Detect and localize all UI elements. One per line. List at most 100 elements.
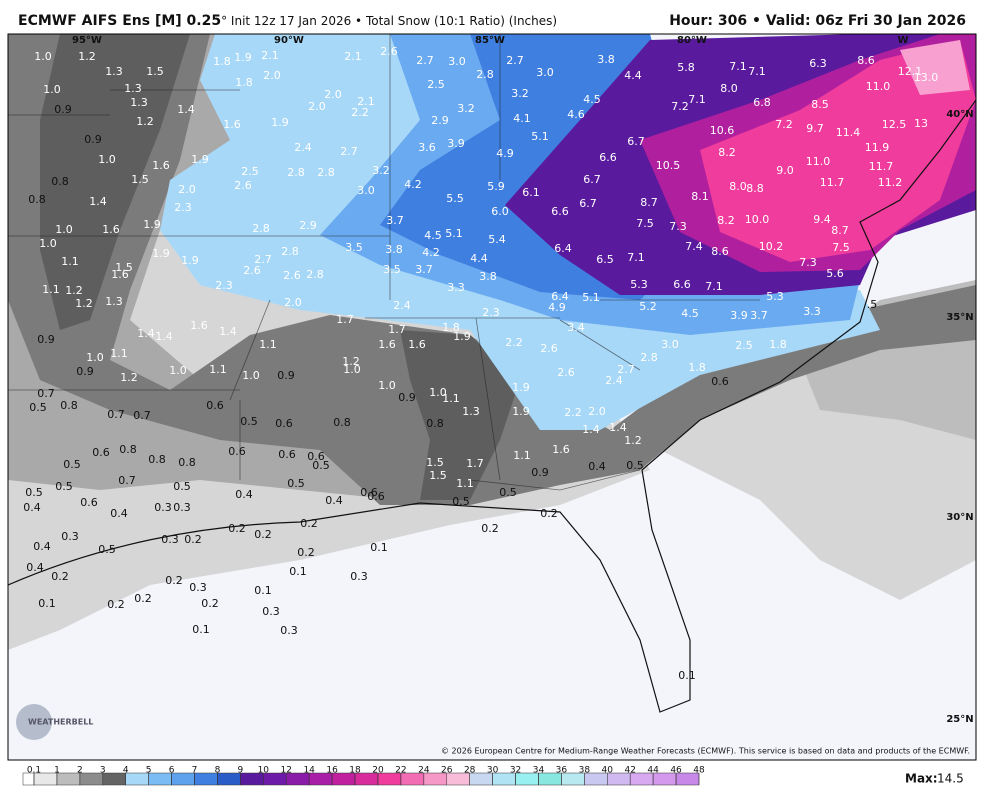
snow-amount-label: 0.5 — [173, 480, 191, 493]
colorbar-tick-label: 20 — [372, 766, 384, 776]
snow-amount-label: 1.2 — [75, 297, 93, 310]
valid-time: Hour: 306 • Valid: 06z Fri 30 Jan 2026 — [669, 13, 966, 29]
snow-amount-label: 0.2 — [254, 528, 272, 541]
colorbar-tick-label: 9 — [238, 766, 244, 776]
snow-amount-label: 1.8 — [213, 55, 231, 68]
snow-amount-label: 1.1 — [209, 363, 227, 376]
snow-amount-label: 0.9 — [84, 133, 102, 146]
snow-amount-label: 3.5 — [345, 241, 363, 254]
snow-amount-label: 0.6 — [80, 496, 98, 509]
state-borders — [8, 34, 760, 491]
snow-amount-label: 1.1 — [259, 338, 277, 351]
snow-amount-label: 0.2 — [201, 597, 219, 610]
snow-amount-label: 7.4 — [685, 240, 703, 253]
snow-amount-label: 0.1 — [38, 597, 56, 610]
snow-amount-label: 1.0 — [378, 379, 396, 392]
snow-amount-label: 11.7 — [820, 176, 845, 189]
map-frame — [7, 33, 977, 761]
snow-amount-label: 2.5 — [241, 165, 259, 178]
snow-amount-label: 3.7 — [386, 214, 404, 227]
snow-amount-label: 0.5 — [63, 458, 81, 471]
snow-amount-label: 2.8 — [306, 268, 324, 281]
snow-amount-label: 11.0 — [866, 80, 891, 93]
logo-text: WEATHERBELL — [28, 718, 93, 727]
snow-amount-label: 1.4 — [137, 327, 155, 340]
snow-amount-label: 0.5 — [626, 459, 644, 472]
snow-amount-label: 6.7 — [627, 135, 645, 148]
colorbar-tick-label: 28 — [464, 766, 476, 776]
snow-amount-label: 1.9 — [453, 330, 471, 343]
snow-amount-label: 1.0 — [169, 364, 187, 377]
snow-amount-label: 0.4 — [33, 540, 51, 553]
colorbar-tick-label: 36 — [556, 766, 568, 776]
snow-amount-label: 1.0 — [343, 363, 361, 376]
snow-amount-label: 1.0 — [86, 351, 104, 364]
snow-amount-label: 0.8 — [119, 443, 137, 456]
snow-amount-label: 0.5 — [312, 459, 330, 472]
snow-amount-label: 8.0 — [720, 82, 738, 95]
snow-amount-label: 1.3 — [130, 96, 148, 109]
snow-band — [40, 34, 190, 330]
snow-amount-label: 1.4 — [177, 103, 195, 116]
snow-amount-label: 0.5 — [452, 495, 470, 508]
snow-amount-label: 3.2 — [372, 164, 390, 177]
snow-amount-label: 0.2 — [51, 570, 69, 583]
snow-band — [700, 40, 976, 262]
snow-band — [8, 34, 976, 505]
snow-amount-label: 6.7 — [583, 173, 601, 186]
snow-amount-label: 6.0 — [491, 205, 509, 218]
snow-amount-label: 2.8 — [281, 245, 299, 258]
snow-amount-label: 1.0 — [429, 386, 447, 399]
snow-amount-label: 0.7 — [37, 387, 55, 400]
snow-amount-label: 3.5 — [383, 263, 401, 276]
snow-amount-label: 5.8 — [677, 61, 695, 74]
snow-amount-label: 2.8 — [640, 351, 658, 364]
snow-amount-label: 0.1 — [254, 584, 272, 597]
snow-amount-label: 7.1 — [627, 251, 645, 264]
snow-amount-label: 0.5 — [25, 486, 43, 499]
snow-amount-label: 1.5 — [115, 261, 133, 274]
max-value: 14.5 — [937, 772, 964, 786]
colorbar-tick-label: 30 — [487, 766, 499, 776]
snow-amount-label: 0.2 — [297, 546, 315, 559]
snow-amount-label: 1.6 — [152, 159, 170, 172]
snow-amount-label: 2.7 — [416, 54, 434, 67]
snow-amount-label: 6.8 — [753, 96, 771, 109]
max-label: Max: — [905, 772, 938, 786]
snow-amount-label: 5.2 — [639, 300, 657, 313]
snow-amount-label: 0.8 — [426, 417, 444, 430]
snow-amount-label: 0.7 — [118, 474, 136, 487]
snow-amount-label: 1.7 — [388, 323, 406, 336]
snow-amount-label: 0.4 — [26, 561, 44, 574]
snow-amount-label: 0.7 — [107, 408, 125, 421]
snow-amount-label: 8.5 — [811, 98, 829, 111]
latitude-label: 25°N — [946, 714, 973, 725]
snow-amount-label: 0.8 — [178, 456, 196, 469]
snow-amount-label: 9.7 — [806, 122, 824, 135]
snow-amount-label: 8.7 — [831, 224, 849, 237]
snow-amount-label: 6.6 — [673, 278, 691, 291]
snow-amount-label: 0.5 — [29, 401, 47, 414]
snow-amount-label: 1.1 — [110, 347, 128, 360]
snow-amount-label: 0.6 — [367, 490, 385, 503]
snow-amount-label: 0.3 — [154, 501, 172, 514]
snow-amount-label: 1.9 — [143, 218, 161, 231]
snow-amount-label: 0.3 — [161, 533, 179, 546]
snow-amount-label: 0.8 — [28, 193, 46, 206]
snow-amount-label: 1.6 — [408, 338, 426, 351]
snow-amount-label: 0.6 — [92, 446, 110, 459]
snow-amount-label: 0.6 — [206, 399, 224, 412]
snow-amount-label: 3.2 — [457, 102, 475, 115]
colorbar-tick-label: 8 — [215, 766, 221, 776]
snow-amount-label: 10.0 — [745, 213, 770, 226]
snow-amount-label: 4.4 — [624, 69, 642, 82]
snow-amount-label: 2.7 — [254, 253, 272, 266]
snow-amount-label: 0.5 — [98, 543, 116, 556]
snow-amount-label: 0.4 — [588, 460, 606, 473]
colorbar-tick-label: 7 — [192, 766, 198, 776]
snow-amount-label: 1.1 — [456, 477, 474, 490]
snow-amount-label: 4.6 — [567, 108, 585, 121]
snow-amount-label: 1.5 — [426, 456, 444, 469]
snow-amount-label: 12.5 — [882, 118, 907, 131]
snow-amount-label: 1.3 — [124, 82, 142, 95]
